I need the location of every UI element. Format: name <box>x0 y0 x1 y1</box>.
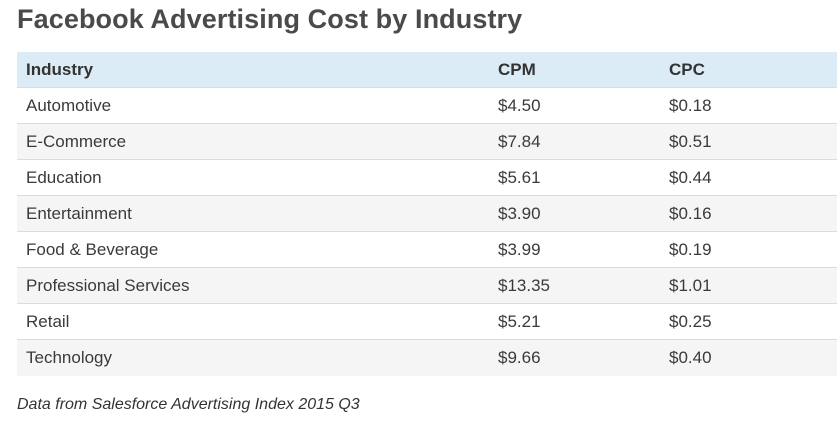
table-row: Education $5.61 $0.44 <box>17 160 837 196</box>
table-row: Entertainment $3.90 $0.16 <box>17 196 837 232</box>
source-footnote: Data from Salesforce Advertising Index 2… <box>17 396 360 413</box>
table-row: Food & Beverage $3.99 $0.19 <box>17 232 837 268</box>
table-header-row: Industry CPM CPC <box>17 52 837 88</box>
page-title: Facebook Advertising Cost by Industry <box>17 4 523 34</box>
cpm-cell: $5.61 <box>498 167 541 187</box>
cpm-cell: $9.66 <box>498 348 541 367</box>
cpc-cell: $0.19 <box>669 239 712 259</box>
cpc-cell: $0.25 <box>669 311 712 331</box>
industry-cell: Automotive <box>26 95 112 115</box>
cpm-cell: $4.50 <box>498 95 541 115</box>
industry-cell: Professional Services <box>26 275 190 295</box>
column-header-cpc: CPC <box>669 59 705 79</box>
column-header-cpm: CPM <box>498 59 536 79</box>
cpc-cell: $0.16 <box>669 203 712 223</box>
table-row: Professional Services $13.35 $1.01 <box>17 268 837 304</box>
cpc-cell: $0.51 <box>669 131 712 151</box>
table-row: Technology $9.66 $0.40 <box>17 340 837 376</box>
cpc-cell: $0.44 <box>669 167 712 187</box>
table-row: E-Commerce $7.84 $0.51 <box>17 124 837 160</box>
cpc-cell: $1.01 <box>669 275 712 295</box>
cpm-cell: $3.99 <box>498 239 541 259</box>
cpc-cell: $0.40 <box>669 348 712 367</box>
industry-cell: Technology <box>26 348 113 367</box>
cpm-cell: $13.35 <box>498 275 550 295</box>
table-row: Automotive $4.50 $0.18 <box>17 88 837 124</box>
industry-cell: Entertainment <box>26 203 132 223</box>
cpm-cell: $3.90 <box>498 203 541 223</box>
industry-cell: E-Commerce <box>26 131 127 151</box>
cpc-cell: $0.18 <box>669 95 712 115</box>
cpm-cell: $7.84 <box>498 131 541 151</box>
industry-cell: Food & Beverage <box>26 239 159 259</box>
industry-cell: Education <box>26 167 102 187</box>
column-header-industry: Industry <box>26 59 94 79</box>
table-row: Retail $5.21 $0.25 <box>17 304 837 340</box>
industry-cost-table: Industry CPM CPC Automotive $4.50 $0.18 … <box>17 52 837 376</box>
cpm-cell: $5.21 <box>498 311 541 331</box>
industry-cell: Retail <box>26 311 70 331</box>
